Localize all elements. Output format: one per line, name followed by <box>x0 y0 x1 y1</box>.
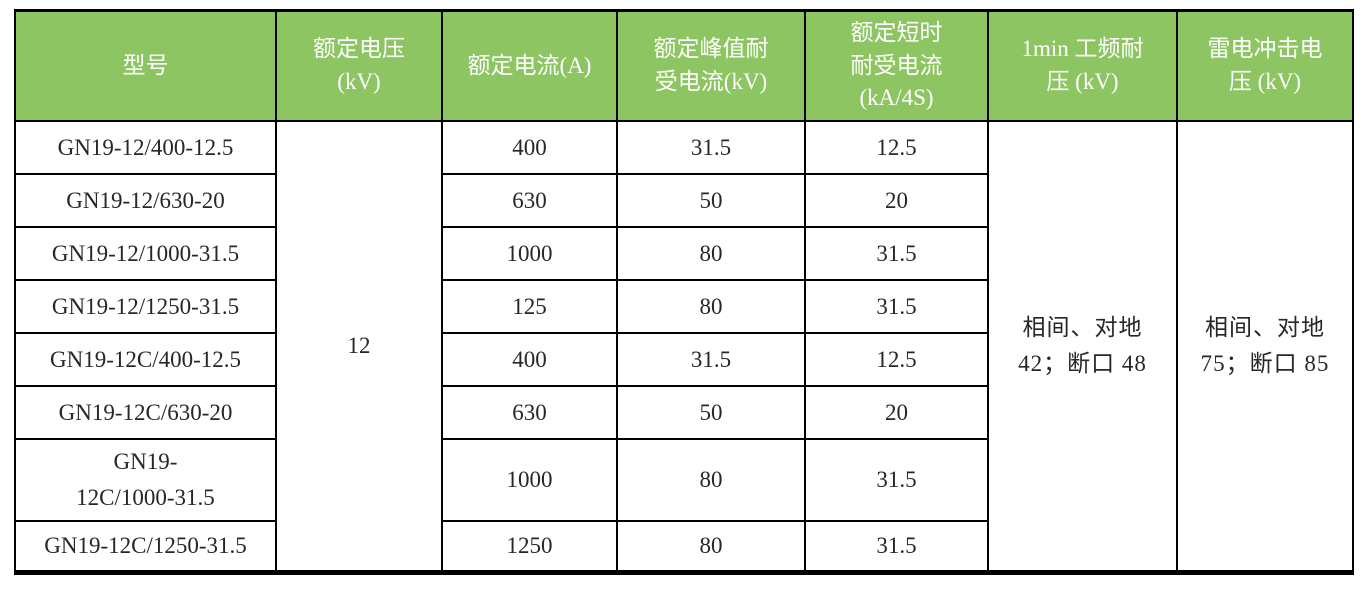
table-row: GN19-12/1250-31.5 125 80 31.5 <box>14 279 1353 334</box>
header-peak-withstand-current: 额定峰值耐 受电流(kV) <box>616 9 806 122</box>
table-row: GN19-12/630-20 630 50 20 <box>14 173 1353 228</box>
cell-rated-current: 1000 <box>441 226 618 281</box>
cell-rated-current: 400 <box>441 332 618 387</box>
table-row: GN19-12C/630-20 630 50 20 <box>14 385 1353 440</box>
cell-peak-withstand: 31.5 <box>616 120 806 175</box>
cell-short-time-withstand: 20 <box>804 173 989 228</box>
cell-short-time-withstand: 31.5 <box>804 438 989 522</box>
cell-peak-withstand: 80 <box>616 520 806 573</box>
cell-peak-withstand: 80 <box>616 438 806 522</box>
table-header: 型号 额定电压 (kV) 额定电流(A) 额定峰值耐 受电流(kV) 额定短时 … <box>14 9 1354 122</box>
cell-peak-withstand: 31.5 <box>616 332 806 387</box>
cell-model: GN19-12/630-20 <box>14 173 277 228</box>
cell-peak-withstand: 50 <box>616 385 806 440</box>
cell-rated-current: 630 <box>441 385 618 440</box>
cell-lightning-impulse-merged: 相间、对地 75；断口 85 <box>1176 120 1354 573</box>
cell-model: GN19-12C/630-20 <box>14 385 277 440</box>
cell-short-time-withstand: 31.5 <box>804 226 989 281</box>
cell-short-time-withstand: 12.5 <box>804 120 989 175</box>
table-body: GN19-12/400-12.5 12 400 31.5 12.5 相间、对地 … <box>14 120 1354 573</box>
cell-peak-withstand: 50 <box>616 173 806 228</box>
table-row: GN19-12/1000-31.5 1000 80 31.5 <box>14 226 1353 281</box>
cell-short-time-withstand: 31.5 <box>804 520 989 573</box>
cell-rated-current: 400 <box>441 120 618 175</box>
cell-short-time-withstand: 20 <box>804 385 989 440</box>
header-model: 型号 <box>14 9 277 122</box>
cell-rated-voltage-merged: 12 <box>275 120 443 573</box>
header-short-time-withstand-current: 额定短时 耐受电流 (kA/4S) <box>804 9 989 122</box>
cell-short-time-withstand: 31.5 <box>804 279 989 334</box>
table-row: GN19-12/400-12.5 12 400 31.5 12.5 相间、对地 … <box>14 120 1354 573</box>
cell-rated-current: 1000 <box>441 438 618 522</box>
cell-short-time-withstand: 12.5 <box>804 332 989 387</box>
cell-peak-withstand: 80 <box>616 226 806 281</box>
header-rated-current: 额定电流(A) <box>441 9 618 122</box>
table-row: GN19-12C/400-12.5 400 31.5 12.5 <box>14 332 1353 387</box>
cell-power-frequency-merged: 相间、对地 42；断口 48 <box>987 120 1178 573</box>
cell-rated-current: 630 <box>441 173 618 228</box>
cell-rated-current: 125 <box>441 279 618 334</box>
cell-model: GN19- 12C/1000-31.5 <box>14 438 277 522</box>
table-row: GN19- 12C/1000-31.5 1000 80 31.5 <box>14 438 1353 522</box>
header-power-frequency-withstand: 1min 工频耐 压 (kV) <box>987 9 1178 122</box>
spec-table: 型号 额定电压 (kV) 额定电流(A) 额定峰值耐 受电流(kV) 额定短时 … <box>14 9 1354 575</box>
cell-model: GN19-12C/1250-31.5 <box>14 520 277 573</box>
header-row: 型号 额定电压 (kV) 额定电流(A) 额定峰值耐 受电流(kV) 额定短时 … <box>14 9 1354 122</box>
cell-peak-withstand: 80 <box>616 279 806 334</box>
table-row: GN19-12C/1250-31.5 1250 80 31.5 <box>14 520 1353 573</box>
cell-model: GN19-12/400-12.5 <box>14 120 277 175</box>
header-lightning-impulse-voltage: 雷电冲击电 压 (kV) <box>1176 9 1354 122</box>
header-rated-voltage: 额定电压 (kV) <box>275 9 443 122</box>
cell-model: GN19-12C/400-12.5 <box>14 332 277 387</box>
cell-model: GN19-12/1000-31.5 <box>14 226 277 281</box>
cell-rated-current: 1250 <box>441 520 618 573</box>
cell-model: GN19-12/1250-31.5 <box>14 279 277 334</box>
